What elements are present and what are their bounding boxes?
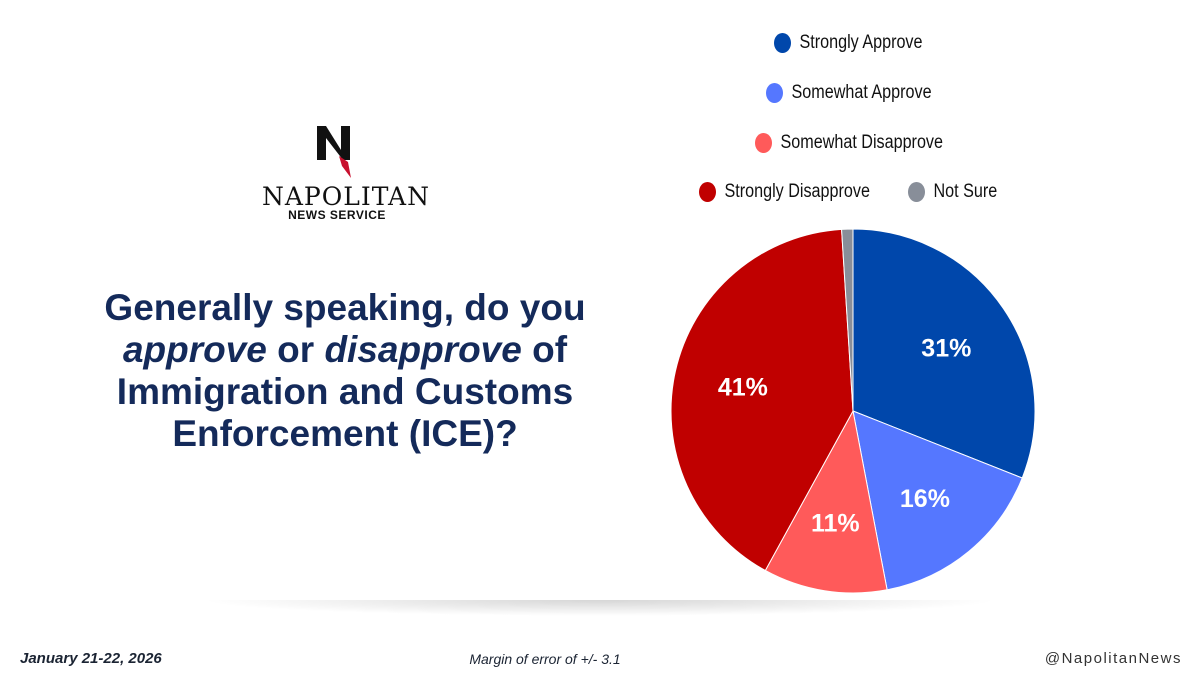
question-line-4: Enforcement (ICE)? xyxy=(172,413,518,454)
poll-date: January 21-22, 2026 xyxy=(20,650,162,667)
margin-of-error: Margin of error of +/- 3.1 xyxy=(469,651,621,667)
question-approve: approve xyxy=(122,329,267,370)
legend-label: Somewhat Approve xyxy=(791,82,932,103)
question-of: of xyxy=(521,329,568,370)
legend-item-not-sure: Not Sure xyxy=(908,181,997,203)
pie-label-somewhat-disapprove: 11% xyxy=(811,509,860,537)
legend-label: Strongly Disapprove xyxy=(724,181,870,202)
napolitan-logo: NAPOLITAN NEWS SERVICE xyxy=(262,126,430,226)
logo-subtitle: NEWS SERVICE xyxy=(288,208,386,222)
pie-slice-not-sure xyxy=(841,228,854,412)
legend-item-somewhat-approve: Somewhat Approve xyxy=(766,82,932,104)
question-line-3: Immigration and Customs xyxy=(116,371,574,412)
legend-swatch xyxy=(755,133,772,153)
legend-swatch xyxy=(908,182,925,202)
napolitan-logo-mark xyxy=(317,126,351,178)
logo-name: NAPOLITAN xyxy=(262,182,430,211)
legend-item-strongly-approve: Strongly Approve xyxy=(774,32,922,54)
legend-swatch xyxy=(774,33,791,53)
pie-slice-somewhat-disapprove xyxy=(764,409,888,594)
legend-label: Not Sure xyxy=(933,181,998,202)
question-line-1: Generally speaking, do you xyxy=(104,287,586,328)
pie-slice-strongly-approve xyxy=(852,228,1036,479)
question-disapprove: disapprove xyxy=(324,329,522,370)
legend-item-strongly-disapprove: Strongly Disapprove xyxy=(699,181,870,203)
legend-label: Strongly Approve xyxy=(799,32,923,53)
pie-label-strongly-disapprove: 41% xyxy=(718,373,768,401)
legend-swatch xyxy=(766,83,783,103)
question-or: or xyxy=(266,329,325,370)
legend-label: Somewhat Disapprove xyxy=(780,132,943,153)
social-handle: @NapolitanNews xyxy=(1044,650,1182,667)
pie-label-strongly-approve: 31% xyxy=(921,335,971,363)
pie-slice-strongly-disapprove xyxy=(670,228,854,572)
pie-label-somewhat-approve: 16% xyxy=(900,485,950,513)
chart-shadow xyxy=(200,600,1000,616)
survey-question: Generally speaking, do you approve or di… xyxy=(50,287,640,455)
pie-slice-somewhat-approve xyxy=(852,410,1023,591)
legend-item-somewhat-disapprove: Somewhat Disapprove xyxy=(755,132,943,154)
legend-swatch xyxy=(699,182,716,202)
question-line-2: approve or disapprove of xyxy=(50,329,640,371)
